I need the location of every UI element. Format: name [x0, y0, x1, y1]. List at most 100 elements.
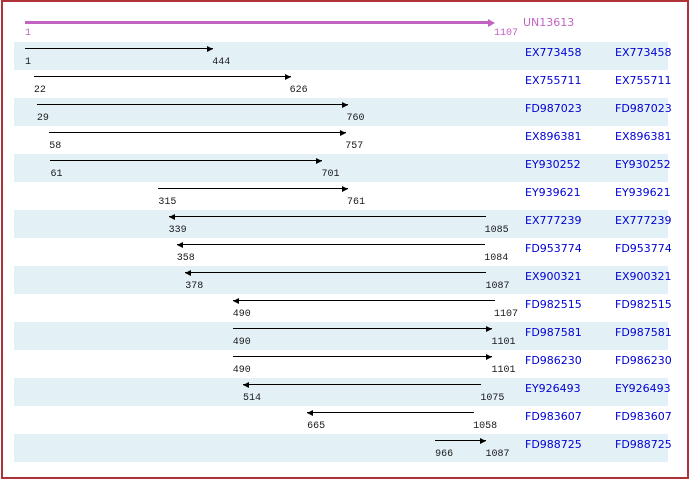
accession-link-primary[interactable]: EX777239	[525, 214, 582, 227]
alignment-arrow	[50, 158, 323, 164]
consensus-name-link[interactable]: UN13613	[523, 16, 575, 29]
alignment-start-label: 514	[243, 393, 262, 404]
alignment-end-label: 1101	[491, 337, 516, 348]
alignment-end-label: 757	[345, 141, 364, 152]
arrowhead-icon	[316, 158, 323, 164]
alignment-arrow	[168, 214, 486, 220]
alignment-arrow	[158, 186, 348, 192]
alignment-arrow	[36, 102, 348, 108]
alignment-start-label: 339	[168, 225, 187, 236]
alignment-row: 61 701 EY930252 EY930252	[0, 154, 690, 182]
alignment-end-label: 1058	[473, 421, 498, 432]
alignment-start-label: 315	[158, 197, 177, 208]
alignment-row: 665 1058 FD983607 FD983607	[0, 406, 690, 434]
alignment-start-label: 358	[176, 253, 195, 264]
alignment-arrow	[25, 46, 214, 52]
arrowhead-icon	[284, 74, 291, 80]
alignment-arrow	[232, 354, 493, 360]
arrowhead-right-icon	[488, 19, 495, 27]
consensus-start-label: 1	[25, 28, 32, 39]
alignment-end-label: 1087	[485, 281, 510, 292]
accession-link-primary[interactable]: EX773458	[525, 46, 582, 59]
arrowhead-icon	[176, 242, 183, 248]
accession-link-primary[interactable]: EY939621	[525, 186, 581, 199]
alignment-row: 29 760 FD987023 FD987023	[0, 98, 690, 126]
alignment-arrow	[33, 74, 291, 80]
alignment-start-label: 490	[232, 337, 251, 348]
accession-link-secondary[interactable]: FD982515	[615, 298, 672, 311]
accession-link-secondary[interactable]: EX777239	[615, 214, 672, 227]
alignment-end-label: 1085	[484, 225, 509, 236]
arrowhead-icon	[207, 46, 214, 52]
arrowhead-icon	[480, 438, 487, 444]
arrowhead-icon	[243, 382, 249, 388]
accession-link-secondary[interactable]: EX900321	[615, 270, 672, 283]
arrowhead-icon	[341, 186, 348, 192]
alignment-start-label: 966	[435, 449, 454, 460]
alignment-row: 514 1075 EY926493 EY926493	[0, 378, 690, 406]
alignment-start-label: 490	[232, 365, 251, 376]
alignment-end-label: 1101	[491, 365, 516, 376]
accession-link-primary[interactable]: EX900321	[525, 270, 582, 283]
alignment-arrow	[232, 326, 493, 332]
alignment-start-label: 29	[36, 113, 49, 124]
alignment-row: 1 444 EX773458 EX773458	[0, 42, 690, 70]
alignment-end-label: 760	[346, 113, 365, 124]
accession-link-primary[interactable]: FD953774	[525, 242, 582, 255]
accession-link-primary[interactable]: FD982515	[525, 298, 582, 311]
accession-link-secondary[interactable]: EY930252	[615, 158, 671, 171]
accession-link-secondary[interactable]: FD987023	[615, 102, 672, 115]
arrowhead-icon	[341, 102, 348, 108]
accession-link-secondary[interactable]: EY926493	[615, 382, 671, 395]
alignment-arrow	[176, 242, 486, 248]
arrowhead-icon	[486, 354, 493, 360]
accession-link-primary[interactable]: FD987023	[525, 102, 582, 115]
alignment-start-label: 22	[33, 85, 46, 96]
alignment-row: 358 1084 FD953774 FD953774	[0, 238, 690, 266]
alignment-row: 490 1101 FD986230 FD986230	[0, 350, 690, 378]
arrowhead-icon	[340, 130, 347, 136]
alignment-start-label: 1	[25, 57, 32, 68]
alignment-arrow	[435, 438, 487, 444]
arrowhead-icon	[307, 410, 314, 416]
arrowhead-icon	[232, 298, 239, 304]
accession-link-secondary[interactable]: FD983607	[615, 410, 672, 423]
accession-link-secondary[interactable]: EX773458	[615, 46, 672, 59]
alignment-row: 58 757 EX896381 EX896381	[0, 126, 690, 154]
accession-link-primary[interactable]: EY930252	[525, 158, 581, 171]
accession-link-secondary[interactable]: FD986230	[615, 354, 672, 367]
accession-link-primary[interactable]: EX755711	[525, 74, 582, 87]
alignment-row: 966 1087 FD988725 FD988725	[0, 434, 690, 462]
alignment-end-label: 1084	[484, 253, 509, 264]
alignment-arrow	[232, 298, 495, 304]
alignment-start-label: 378	[185, 281, 204, 292]
accession-link-secondary[interactable]: EX755711	[615, 74, 672, 87]
alignment-row: 339 1085 EX777239 EX777239	[0, 210, 690, 238]
accession-link-primary[interactable]: FD987581	[525, 326, 582, 339]
alignment-arrow	[49, 130, 347, 136]
alignment-row: 315 761 EY939621 EY939621	[0, 182, 690, 210]
alignment-row: 378 1087 EX900321 EX900321	[0, 266, 690, 294]
arrowhead-icon	[185, 270, 192, 276]
alignment-start-label: 58	[49, 141, 62, 152]
arrowhead-icon	[168, 214, 175, 220]
accession-link-primary[interactable]: FD988725	[525, 438, 582, 451]
alignment-start-label: 490	[232, 309, 251, 320]
alignment-end-label: 626	[289, 85, 308, 96]
accession-link-secondary[interactable]: FD953774	[615, 242, 672, 255]
accession-link-primary[interactable]: EX896381	[525, 130, 582, 143]
accession-link-secondary[interactable]: EY939621	[615, 186, 671, 199]
alignment-row: 490 1101 FD987581 FD987581	[0, 322, 690, 350]
alignment-arrow	[243, 382, 482, 388]
alignment-end-label: 1087	[485, 449, 510, 460]
accession-link-secondary[interactable]: FD988725	[615, 438, 672, 451]
accession-link-primary[interactable]: FD986230	[525, 354, 582, 367]
alignment-end-label: 701	[321, 169, 340, 180]
accession-link-secondary[interactable]: FD987581	[615, 326, 672, 339]
accession-link-secondary[interactable]: EX896381	[615, 130, 672, 143]
alignment-end-label: 1107	[494, 309, 519, 320]
accession-link-primary[interactable]: EY926493	[525, 382, 581, 395]
alignment-end-label: 444	[212, 57, 231, 68]
accession-link-primary[interactable]: FD983607	[525, 410, 582, 423]
